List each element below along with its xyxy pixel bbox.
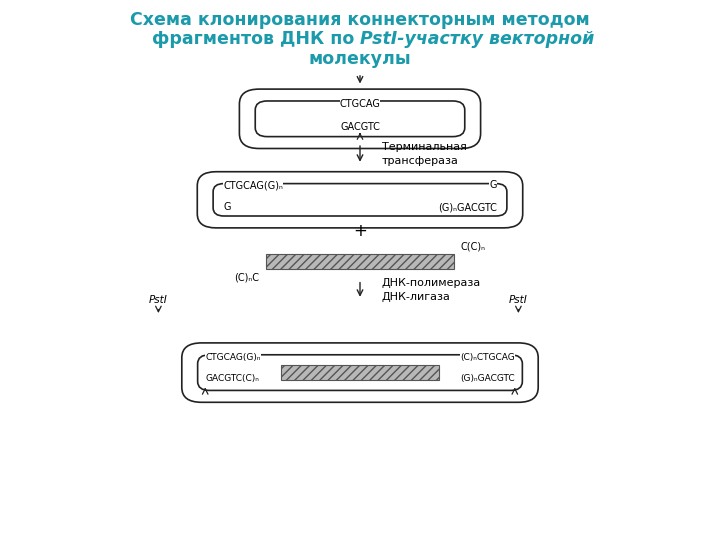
- Text: C(C)ₙ: C(C)ₙ: [461, 241, 486, 252]
- Text: PstI: PstI: [509, 295, 528, 305]
- Text: (G)ₙGACGTC: (G)ₙGACGTC: [438, 202, 497, 213]
- Bar: [266, 254, 454, 269]
- Text: GACGTC: GACGTC: [340, 122, 380, 132]
- Text: G: G: [223, 202, 230, 213]
- FancyBboxPatch shape: [181, 343, 539, 402]
- FancyBboxPatch shape: [239, 89, 481, 148]
- Text: PstI: PstI: [149, 295, 168, 305]
- Text: CTGCAG(G)ₙ: CTGCAG(G)ₙ: [205, 353, 261, 362]
- Text: Схема клонирования коннекторным методом: Схема клонирования коннекторным методом: [130, 11, 590, 29]
- Text: молекулы: молекулы: [309, 50, 411, 68]
- Text: +: +: [353, 222, 367, 240]
- Text: (G)ₙGACGTC: (G)ₙGACGTC: [460, 374, 515, 383]
- Text: (C)ₙC: (C)ₙC: [234, 272, 259, 282]
- Text: фрагментов ДНК по: фрагментов ДНК по: [152, 30, 360, 48]
- Text: CTGCAG(G)ₙ: CTGCAG(G)ₙ: [223, 180, 283, 190]
- Text: Терминальная
трансфераза: Терминальная трансфераза: [382, 143, 467, 165]
- FancyBboxPatch shape: [197, 172, 523, 228]
- Text: CTGCAG: CTGCAG: [340, 99, 380, 109]
- Bar: [281, 365, 439, 380]
- FancyBboxPatch shape: [255, 101, 465, 137]
- FancyBboxPatch shape: [213, 184, 507, 216]
- Text: ДНК-полимераза
ДНК-лигаза: ДНК-полимераза ДНК-лигаза: [382, 278, 481, 302]
- Text: ​PstI​-участку векторной: ​PstI​-участку векторной: [360, 30, 594, 48]
- Text: G: G: [490, 180, 497, 190]
- Text: GACGTC(C)ₙ: GACGTC(C)ₙ: [205, 374, 259, 383]
- FancyBboxPatch shape: [197, 355, 523, 390]
- Text: (C)ₙCTGCAG: (C)ₙCTGCAG: [460, 353, 515, 362]
